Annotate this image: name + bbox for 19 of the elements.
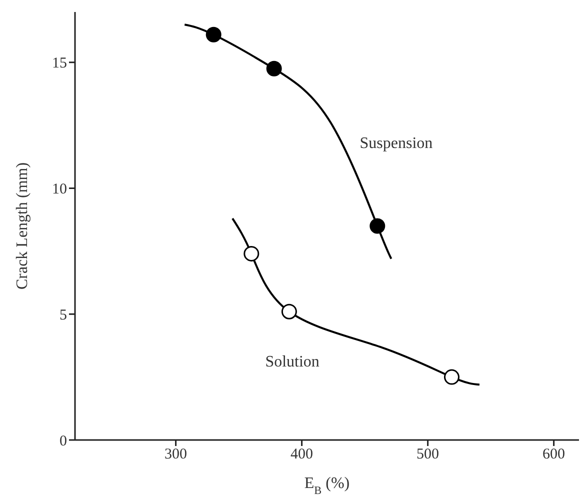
- y-axis-title: Crack Length (mm): [14, 162, 31, 290]
- point: [206, 26, 222, 42]
- y-tick-label: 5: [60, 307, 67, 324]
- point: [370, 218, 386, 234]
- y-tick-label: 0: [60, 433, 67, 450]
- x-tick-label: 300: [164, 446, 188, 463]
- x-tick-label: 400: [290, 446, 314, 463]
- point: [444, 369, 460, 385]
- text: Solution: [265, 354, 320, 371]
- series-label: Suspension: [360, 134, 433, 152]
- x-tick-label: 500: [416, 446, 440, 463]
- point: [281, 304, 297, 320]
- point: [266, 60, 282, 76]
- x-axis-title: E$_{B}$ (%): [304, 475, 350, 495]
- point: [244, 246, 260, 262]
- y-tick-label: 10: [52, 182, 67, 198]
- line-series: [232, 217, 480, 386]
- x-tick-label: 600: [542, 446, 566, 463]
- y-tick-label: 15: [52, 56, 67, 72]
